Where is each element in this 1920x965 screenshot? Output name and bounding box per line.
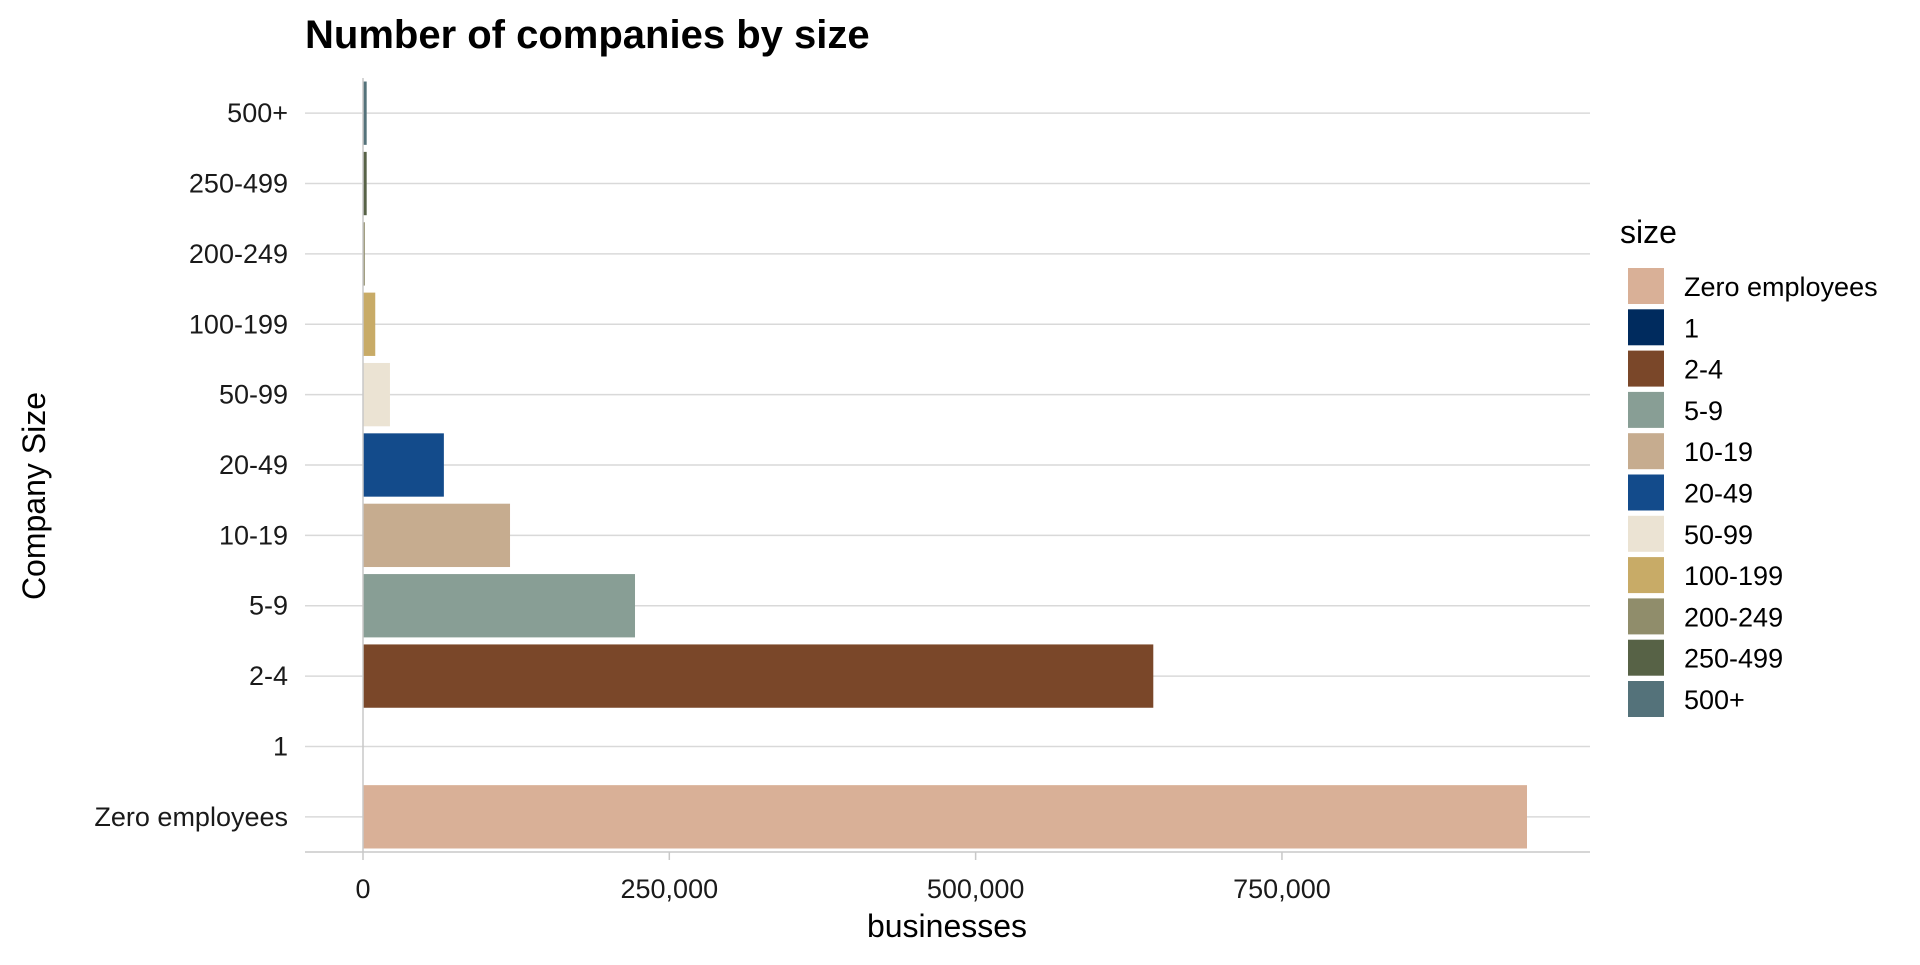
legend-swatch <box>1628 474 1664 511</box>
bar-layer <box>363 81 1527 849</box>
x-axis-title: businesses <box>867 908 1027 944</box>
legend-swatch <box>1628 557 1664 594</box>
y-tick-label: 20-49 <box>219 450 288 480</box>
y-tick-label: 5-9 <box>249 591 288 621</box>
y-tick-label: 100-199 <box>189 309 288 339</box>
legend-swatch <box>1628 515 1664 552</box>
axis-layer <box>305 78 1590 860</box>
legend-swatch <box>1628 309 1664 346</box>
x-tick-labels: 0 250,000 500,000 750,000 <box>355 874 1330 904</box>
y-tick-label: 50-99 <box>219 380 288 410</box>
legend-label: 50-99 <box>1684 520 1753 550</box>
y-tick-label: 10-19 <box>219 520 288 550</box>
legend-swatch <box>1628 268 1664 304</box>
bar-250-499 <box>363 151 367 216</box>
x-tick-label: 250,000 <box>621 874 719 904</box>
x-tick-label: 500,000 <box>927 874 1025 904</box>
grid-layer <box>305 112 1590 818</box>
legend-label: 2-4 <box>1684 355 1723 385</box>
bar-100-199 <box>363 292 376 356</box>
legend-label: 100-199 <box>1684 561 1783 591</box>
y-tick-label: 500+ <box>227 98 288 128</box>
x-tick-label: 0 <box>355 874 370 904</box>
chart-title: Number of companies by size <box>305 13 870 57</box>
bar-50-99 <box>363 362 390 427</box>
y-tick-label: 2-4 <box>249 661 288 691</box>
legend-swatch <box>1628 639 1664 676</box>
legend-swatch <box>1628 598 1664 635</box>
legend-label: 5-9 <box>1684 396 1723 426</box>
legend-swatch <box>1628 681 1664 717</box>
legend-swatch <box>1628 391 1664 428</box>
legend: size Zero employees 1 2-4 5-9 10-19 20-49 50-9… <box>1620 214 1878 717</box>
y-tick-label: 1 <box>273 731 288 761</box>
legend-title: size <box>1620 214 1677 250</box>
legend-swatch <box>1628 433 1664 470</box>
bar-500+ <box>363 81 367 145</box>
bar-5-9 <box>363 574 636 638</box>
legend-label: 10-19 <box>1684 437 1753 467</box>
legend-label: 200-249 <box>1684 602 1783 632</box>
bar-200-249 <box>363 222 365 286</box>
bar-2-4 <box>363 644 1154 708</box>
legend-label: 250-499 <box>1684 644 1783 674</box>
legend-label: 1 <box>1684 313 1699 343</box>
bar-zero-employees <box>363 785 1527 849</box>
bar-20-49 <box>363 433 444 497</box>
y-axis-title: Company Size <box>16 392 52 600</box>
legend-label: 20-49 <box>1684 479 1753 509</box>
legend-swatch <box>1628 350 1664 387</box>
y-tick-label: 250-499 <box>189 169 288 199</box>
y-tick-labels: Zero employees 1 2-4 5-9 10-19 20-49 50-99 100-… <box>94 98 288 832</box>
y-tick-label: Zero employees <box>94 802 288 832</box>
y-tick-label: 200-249 <box>189 239 288 269</box>
bar-10-19 <box>363 503 511 568</box>
legend-label: Zero employees <box>1684 272 1878 302</box>
legend-label: 500+ <box>1684 685 1745 715</box>
x-tick-label: 750,000 <box>1233 874 1331 904</box>
